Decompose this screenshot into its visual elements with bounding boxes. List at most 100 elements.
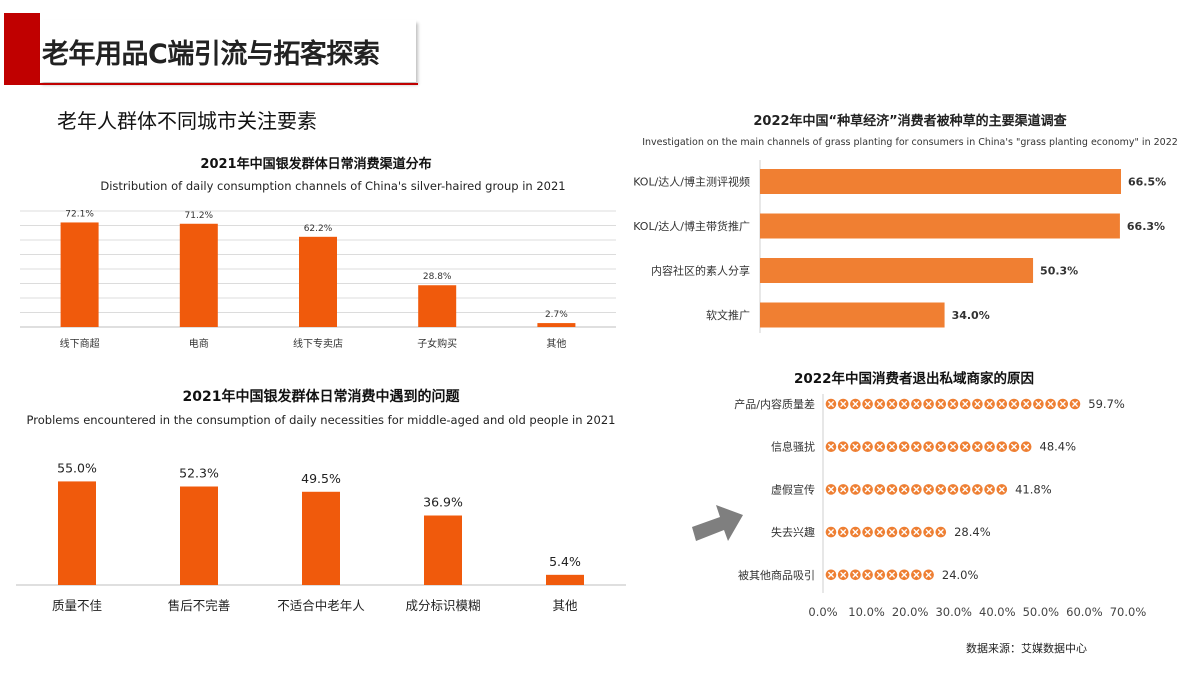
x-mark [840, 571, 847, 578]
x-mark [852, 401, 859, 407]
x-mark [974, 401, 981, 407]
bar [180, 486, 218, 585]
slide-subtitle: 老年人群体不同城市关注要素 [57, 109, 317, 133]
x-mark [925, 443, 932, 450]
x-mark [913, 443, 920, 450]
x-mark [889, 443, 895, 450]
x-mark [998, 443, 1005, 450]
category-label: 其他 [546, 337, 566, 350]
data-label: 48.4% [1040, 440, 1077, 454]
x-mark [852, 571, 859, 578]
title-underline [40, 83, 418, 85]
x-mark [840, 401, 847, 407]
x-mark [1059, 401, 1066, 407]
bar [825, 526, 947, 538]
category-label: 质量不佳 [52, 598, 102, 613]
data-label: 41.8% [1015, 482, 1052, 496]
x-mark [986, 486, 993, 493]
category-label: 售后不完善 [168, 598, 231, 613]
chart-grass: 2022年中国“种草经济”消费者被种草的主要渠道调查 Investigation … [633, 113, 1178, 333]
x-mark [901, 486, 908, 493]
category-label: 失去兴趣 [771, 525, 815, 539]
x-mark [937, 486, 944, 493]
x-mark [840, 443, 847, 450]
x-mark [1072, 401, 1078, 407]
data-label: 28.8% [423, 272, 452, 282]
x-mark [962, 443, 969, 450]
chart-title: 2022年中国“种草经济”消费者被种草的主要渠道调查 [753, 113, 1067, 129]
category-label: 信息骚扰 [771, 440, 815, 454]
data-label: 59.7% [1088, 397, 1125, 411]
x-mark [864, 486, 871, 493]
x-mark [876, 529, 883, 535]
x-mark [889, 571, 895, 578]
x-mark [852, 486, 859, 493]
bar [825, 398, 1081, 410]
bar [760, 302, 945, 328]
x-mark [986, 443, 993, 450]
x-mark [1023, 401, 1030, 407]
category-label: 被其他商品吸引 [738, 568, 815, 582]
x-mark [986, 401, 993, 407]
x-mark [913, 486, 920, 493]
category-label: 电商 [189, 337, 209, 350]
bar [825, 484, 1008, 495]
x-mark [962, 486, 969, 493]
x-mark [828, 401, 834, 407]
x-mark [1011, 401, 1017, 407]
x-mark [937, 401, 944, 407]
x-mark [864, 571, 871, 578]
x-mark [925, 529, 932, 535]
x-mark [864, 529, 871, 535]
x-mark [901, 401, 908, 407]
category-label: KOL/达人/博主带货推广 [633, 219, 750, 233]
tick-label: 20.0% [892, 605, 929, 619]
bar [760, 169, 1121, 194]
title-box: 老年用品C端引流与拓客探索 [40, 20, 416, 82]
x-mark [852, 529, 859, 535]
category-label: 线下专卖店 [293, 337, 343, 350]
data-label: 5.4% [549, 554, 581, 569]
x-mark [1023, 443, 1030, 450]
tick-label: 30.0% [935, 605, 972, 619]
bar [760, 258, 1034, 283]
x-mark [937, 529, 944, 535]
data-label: 52.3% [179, 466, 219, 481]
x-mark [852, 443, 859, 450]
data-label: 2.7% [545, 310, 568, 320]
x-mark [889, 529, 895, 535]
x-mark [901, 571, 908, 578]
x-mark [913, 401, 920, 407]
bar [537, 323, 576, 327]
data-label: 62.2% [304, 224, 333, 234]
category-label: 子女购买 [417, 337, 457, 350]
tick-label: 0.0% [808, 605, 837, 619]
tick-label: 40.0% [979, 605, 1016, 619]
x-mark [925, 401, 932, 407]
chart-subtitle: Problems encountered in the consumption … [27, 413, 616, 427]
chart-channels: 2021年中国银发群体日常消费渠道分布 Distribution of daily… [20, 156, 616, 350]
bar [58, 481, 96, 585]
x-mark [998, 486, 1005, 493]
x-mark [913, 529, 920, 535]
x-mark [876, 571, 883, 578]
x-mark [1011, 443, 1017, 450]
tick-label: 50.0% [1023, 605, 1060, 619]
x-mark [840, 529, 847, 535]
slide-title: 老年用品C端引流与拓客探索 [42, 39, 380, 70]
tick-label: 60.0% [1066, 605, 1103, 619]
x-mark [864, 443, 871, 450]
x-mark [828, 443, 834, 450]
category-label: 线下商超 [60, 337, 100, 350]
category-label: 不适合中老年人 [277, 598, 365, 613]
bar [60, 222, 99, 327]
x-mark [998, 401, 1005, 407]
category-label: 产品/内容质量差 [734, 397, 815, 411]
tick-label: 70.0% [1110, 605, 1147, 619]
x-mark [950, 486, 956, 493]
x-mark [828, 529, 834, 535]
data-label: 66.5% [1128, 176, 1166, 189]
bar [299, 236, 337, 327]
